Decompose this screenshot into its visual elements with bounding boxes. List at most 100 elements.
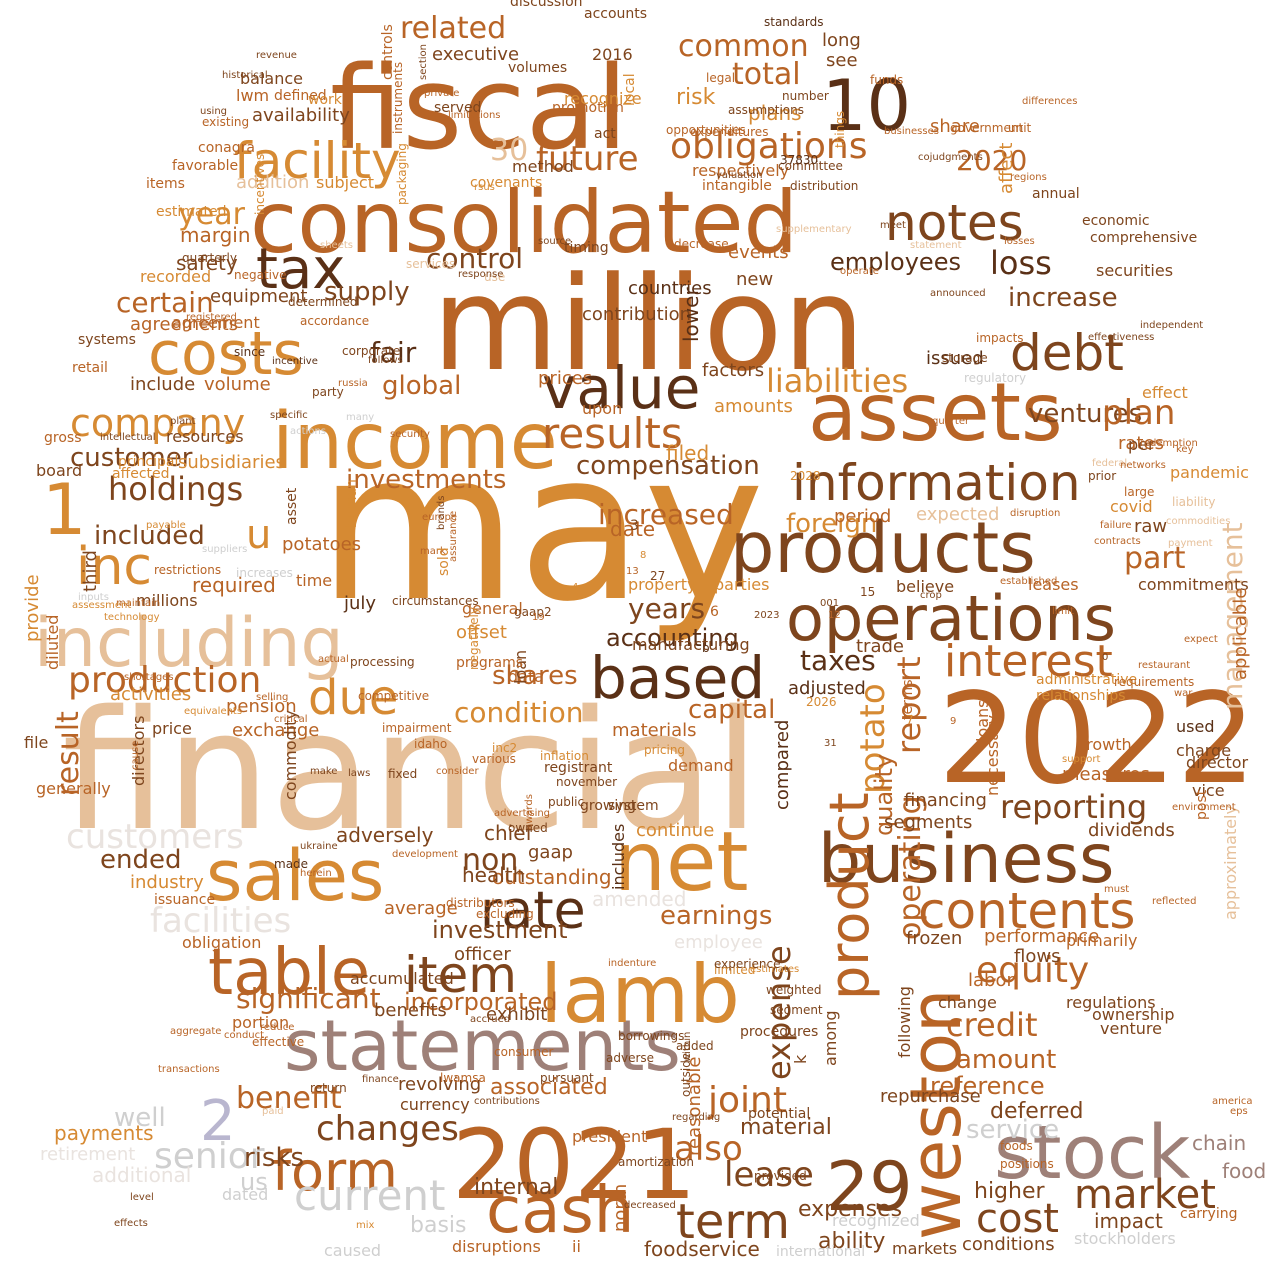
cloud-word: administrative xyxy=(1036,672,1137,688)
cloud-word: disruption xyxy=(1010,508,1060,519)
cloud-word: within xyxy=(682,1032,693,1062)
cloud-word: comprehensive xyxy=(1090,230,1197,246)
cloud-word: securities xyxy=(1096,261,1173,280)
cloud-word: businesses xyxy=(884,126,939,137)
cloud-word: segment xyxy=(770,1003,823,1017)
cloud-word: contribution xyxy=(582,304,691,325)
cloud-word: favorable xyxy=(172,158,238,174)
cloud-word: estimated xyxy=(156,204,227,220)
cloud-word: government xyxy=(950,121,1023,135)
cloud-word: demand xyxy=(668,756,734,775)
cloud-word: 10 xyxy=(822,65,911,147)
cloud-word: general xyxy=(462,599,523,618)
cloud-word: capital xyxy=(688,695,775,725)
cloud-word: promotion xyxy=(552,100,624,116)
cloud-word: actions xyxy=(290,426,326,437)
cloud-word: accumulated xyxy=(350,969,454,988)
cloud-word: follows xyxy=(368,355,403,366)
cloud-word: herein xyxy=(300,868,332,879)
cloud-word: amended xyxy=(592,887,686,911)
cloud-word: 3 xyxy=(630,518,639,534)
cloud-word: potatoes xyxy=(282,534,361,555)
cloud-word: carrying xyxy=(1180,1206,1237,1222)
cloud-word: conditions xyxy=(962,1234,1055,1255)
cloud-word: expenses xyxy=(798,1197,902,1222)
cloud-word: parties xyxy=(714,575,769,594)
cloud-word: reference xyxy=(930,1072,1045,1100)
cloud-word: resources xyxy=(166,427,244,446)
cloud-word: foreign xyxy=(786,509,877,539)
cloud-word: debt xyxy=(1010,324,1124,382)
cloud-word: markets xyxy=(892,1239,957,1258)
cloud-word: committee xyxy=(778,159,843,173)
cloud-word: director xyxy=(1186,753,1249,772)
cloud-word: health xyxy=(462,863,525,887)
cloud-word: stockholders xyxy=(1074,1229,1176,1248)
cloud-word: defined xyxy=(274,88,327,104)
cloud-word: equity xyxy=(976,950,1089,991)
cloud-word: operations xyxy=(786,582,1116,655)
cloud-word: europe xyxy=(422,512,457,523)
cloud-word: mix xyxy=(356,1220,375,1231)
cloud-word: intangible xyxy=(702,178,772,194)
cloud-word: potential xyxy=(748,1106,810,1122)
cloud-word: positions xyxy=(1000,1157,1054,1171)
cloud-word: board xyxy=(36,461,82,480)
cloud-word: 2028 xyxy=(790,469,821,483)
cloud-word: senior xyxy=(154,1136,265,1177)
cloud-word: dated xyxy=(222,1185,268,1204)
cloud-word: covid xyxy=(1110,497,1153,516)
cloud-word: higher xyxy=(974,1179,1045,1204)
cloud-word: plant xyxy=(170,416,196,427)
cloud-word: business xyxy=(818,820,1114,899)
cloud-word: pension xyxy=(226,696,297,717)
cloud-word: potato xyxy=(853,683,893,794)
cloud-word: networks xyxy=(1120,460,1166,471)
cloud-word: u xyxy=(246,512,271,558)
cloud-word: system xyxy=(608,798,659,814)
cloud-word: file xyxy=(24,733,48,752)
cloud-word: well xyxy=(114,1103,166,1133)
cloud-word: recognize xyxy=(564,89,642,108)
cloud-word: increases xyxy=(236,566,293,580)
cloud-word: factors xyxy=(702,360,764,381)
cloud-word: common xyxy=(678,29,809,64)
cloud-word: includes xyxy=(609,824,628,890)
cloud-word: legal xyxy=(706,71,735,85)
cloud-word: party xyxy=(312,385,344,399)
cloud-word: limitations xyxy=(448,110,501,121)
cloud-word: effectiveness xyxy=(1088,332,1154,343)
cloud-word: related xyxy=(400,11,506,46)
cloud-word: reduce xyxy=(260,1022,294,1033)
cloud-word: manufacturing xyxy=(632,635,750,654)
cloud-word: quality xyxy=(870,754,898,836)
cloud-word: 4 xyxy=(572,582,578,593)
cloud-word: products xyxy=(730,507,1036,589)
cloud-word: agreements xyxy=(130,314,238,335)
cloud-word: changes xyxy=(316,1109,459,1149)
cloud-word: distributors xyxy=(446,896,515,910)
cloud-word: weston xyxy=(895,989,977,1240)
cloud-word: customers xyxy=(66,817,244,857)
cloud-word: term xyxy=(676,1194,790,1250)
cloud-word: impairment xyxy=(382,721,452,735)
cloud-word: asset xyxy=(284,487,300,525)
cloud-word: long xyxy=(822,30,861,51)
cloud-word: awards xyxy=(524,794,535,830)
cloud-word: idaho xyxy=(414,737,447,751)
cloud-word: diluted xyxy=(43,615,62,670)
cloud-word: estimates xyxy=(750,964,799,975)
cloud-word: reporting xyxy=(1000,788,1147,826)
cloud-word: may xyxy=(318,409,765,647)
cloud-word: indenture xyxy=(608,958,656,969)
cloud-word: loss xyxy=(990,244,1052,282)
cloud-word: adjusted xyxy=(788,678,866,699)
cloud-word: unit xyxy=(1008,121,1032,135)
cloud-word: work xyxy=(308,92,343,108)
cloud-word: existing xyxy=(202,115,249,129)
cloud-word: chief xyxy=(484,821,534,845)
cloud-word: average xyxy=(384,898,458,919)
cloud-word: measures xyxy=(1062,764,1150,785)
cloud-word: 6 xyxy=(710,604,719,620)
cloud-word: development xyxy=(392,849,458,860)
